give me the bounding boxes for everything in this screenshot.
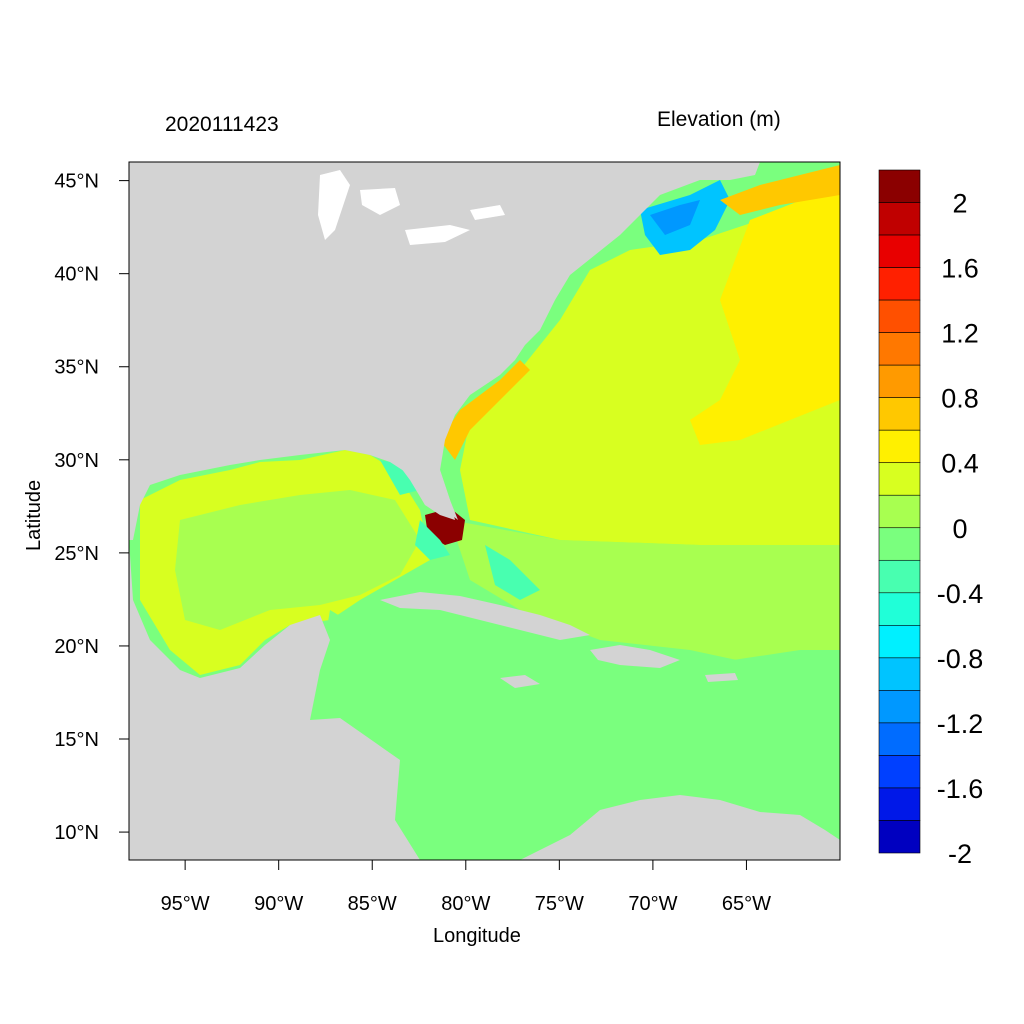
y-tick-label: 10°N <box>54 822 99 844</box>
map-plot-area <box>129 162 840 860</box>
colorbar-swatch <box>878 234 921 268</box>
x-tick-label: 65°W <box>722 893 771 915</box>
x-tick-label: 95°W <box>161 893 210 915</box>
colorbar-label: -0.8 <box>937 644 984 674</box>
bahamas-cyan-region <box>485 545 540 600</box>
puerto-rico-land <box>705 673 738 682</box>
colorbar-swatch <box>878 397 921 431</box>
colorbar-swatch <box>878 494 921 529</box>
gulf-light-green-region <box>175 490 420 630</box>
colorbar-swatch <box>878 690 921 724</box>
colorbar-label: -0.4 <box>937 579 984 609</box>
y-tick-label: 30°N <box>54 450 99 472</box>
colorbar-label: 1.2 <box>941 319 979 349</box>
north-america-land <box>129 162 760 540</box>
jamaica-land <box>500 675 540 688</box>
colorbar-swatch <box>878 559 921 594</box>
colorbar-label: -2 <box>948 839 972 869</box>
variable-label: Elevation (m) <box>657 108 781 131</box>
x-axis-ticks: 95°W 90°W 85°W 80°W 75°W 70°W 65°W <box>161 860 771 915</box>
colorbar-label: 0.4 <box>941 449 979 479</box>
y-axis-ticks: 45°N 40°N 35°N 30°N 25°N 20°N 15°N 10°N <box>54 171 129 844</box>
plot-frame <box>128 161 841 861</box>
southeast-coast-surge-region <box>440 360 530 460</box>
x-tick-label: 85°W <box>348 893 397 915</box>
colorbar-swatch <box>878 527 921 561</box>
y-tick-label: 20°N <box>54 636 99 658</box>
florida-keys-cyan-region <box>415 520 450 560</box>
y-tick-label: 25°N <box>54 543 99 565</box>
x-tick-label: 75°W <box>535 893 584 915</box>
big-bend-cyan-region <box>380 460 420 495</box>
colorbar-swatch <box>878 429 921 464</box>
florida-peninsula-land <box>395 460 455 520</box>
colorbar-label: 0 <box>952 514 967 544</box>
y-tick-label: 40°N <box>54 264 99 286</box>
colorbar-swatch <box>878 755 921 789</box>
y-tick-label: 45°N <box>54 171 99 193</box>
x-axis-label: Longitude <box>433 925 521 947</box>
colorbar-label: -1.2 <box>937 709 984 739</box>
south-america-land <box>520 795 840 860</box>
date-label: 2020111423 <box>165 113 279 136</box>
colorbar-label: 2 <box>952 189 967 219</box>
colorbar-swatch <box>878 462 921 496</box>
caribbean-green-region <box>310 610 840 860</box>
atlantic-light-green-region <box>450 520 840 665</box>
colorbar-swatch <box>878 299 921 333</box>
colorbar: 2 1.6 1.2 0.8 0.4 0 -0.4 -0.8 -1.2 -1.6 -2 <box>878 169 984 869</box>
hispaniola-land <box>590 645 680 668</box>
x-tick-label: 90°W <box>254 893 303 915</box>
colorbar-swatch <box>878 169 921 203</box>
colorbar-swatch <box>878 267 921 301</box>
colorbar-swatch <box>878 657 921 691</box>
x-tick-label: 80°W <box>441 893 490 915</box>
colorbar-swatch <box>878 820 921 854</box>
y-tick-label: 35°N <box>54 357 99 379</box>
atlantic-yellow-region <box>690 185 840 445</box>
colorbar-swatch <box>878 364 921 398</box>
nova-scotia-orange-region <box>720 165 840 215</box>
colorbar-swatch <box>878 722 921 756</box>
great-lakes <box>318 170 505 245</box>
cuba-land <box>380 592 590 640</box>
colorbar-label: -1.6 <box>937 774 984 804</box>
colorbar-swatch <box>878 202 921 236</box>
y-tick-label: 15°N <box>54 729 99 751</box>
colorbar-swatch <box>878 592 921 626</box>
x-tick-label: 70°W <box>628 893 677 915</box>
colorbar-swatch <box>878 332 921 366</box>
colorbar-swatch <box>878 625 921 659</box>
gulf-of-maine-deep-region <box>650 200 700 235</box>
colorbar-label: 1.6 <box>941 254 979 284</box>
colorbar-label: 0.8 <box>941 384 979 414</box>
colorbar-swatch <box>878 787 921 821</box>
mexico-central-america-land <box>129 540 420 860</box>
